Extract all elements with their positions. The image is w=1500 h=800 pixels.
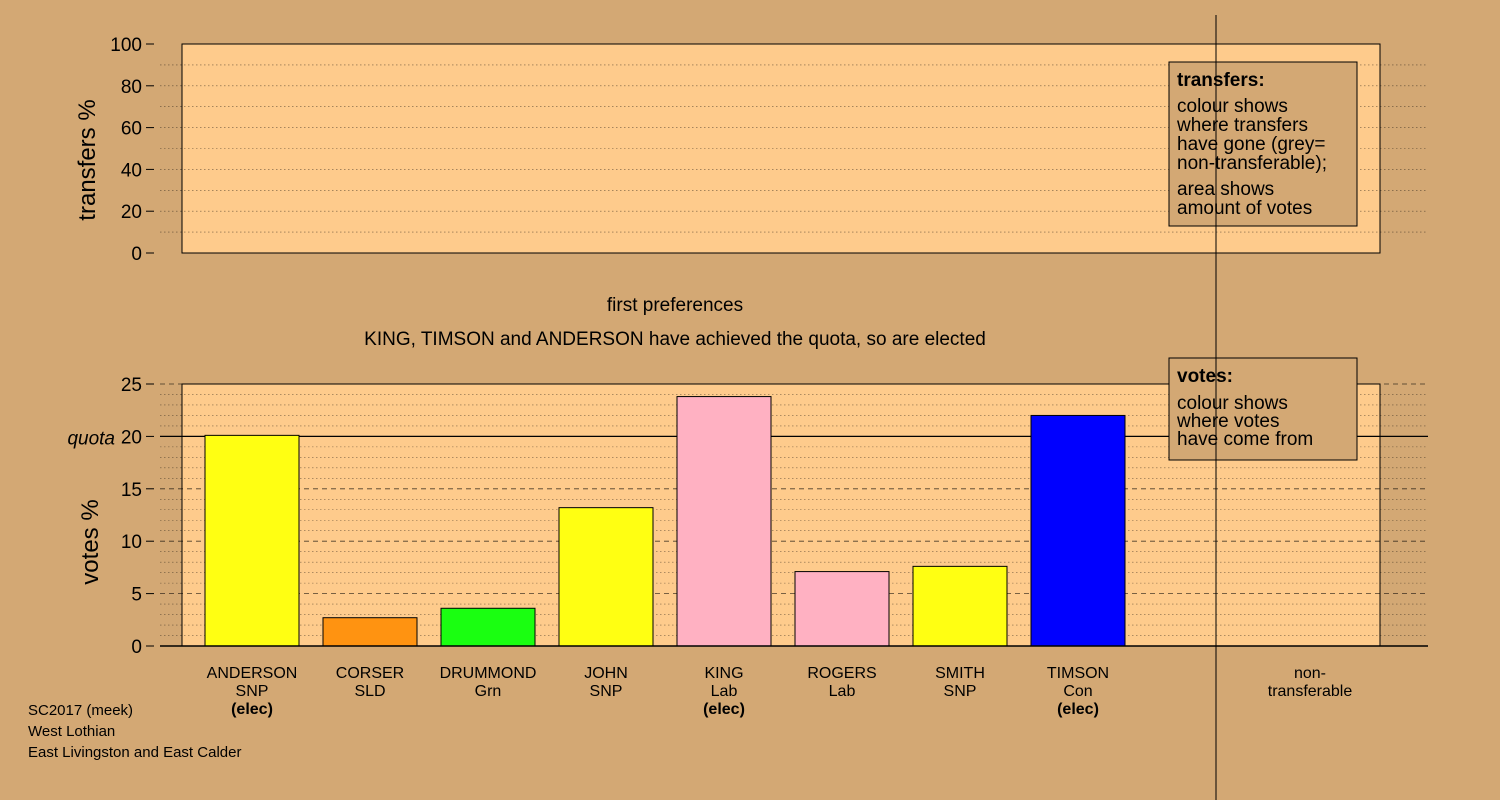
bar-smith — [912, 565, 1008, 647]
bar-rogers — [794, 571, 890, 647]
candidate-party: Lab — [711, 683, 738, 700]
candidate-party: SNP — [590, 683, 623, 700]
vote-bars — [160, 396, 1428, 647]
transfers-y-ticks: 0 20 40 60 80 100 — [110, 35, 154, 265]
votes-legend-box: votes: colour shows where votes have com… — [1168, 357, 1358, 461]
y-tick-label: 80 — [121, 77, 142, 98]
y-tick-label: 100 — [110, 35, 142, 56]
transfers-legend-line: area shows — [1177, 179, 1274, 200]
candidate-name: KING — [704, 665, 743, 682]
candidate-name: SMITH — [935, 665, 985, 682]
candidate-name: CORSER — [336, 665, 404, 682]
quota-label: quota — [67, 428, 115, 449]
bar-drummond — [440, 607, 536, 647]
transfers-legend-line: where transfers — [1176, 115, 1308, 136]
status-caption: KING, TIMSON and ANDERSON have achieved … — [364, 329, 986, 350]
y-tick-label: 0 — [131, 244, 142, 265]
candidate-labels: ANDERSONSNP(elec)CORSERSLDDRUMMONDGrnJOH… — [207, 665, 1109, 718]
candidate-party: Grn — [475, 683, 502, 700]
nontransferable-label: non- — [1294, 665, 1326, 682]
bar-anderson — [204, 434, 300, 647]
transfers-legend-title: transfers: — [1177, 70, 1265, 91]
y-tick-label: 5 — [131, 585, 142, 606]
candidate-party: Con — [1063, 683, 1092, 700]
footer-line: East Livingston and East Calder — [28, 744, 241, 761]
votes-legend-line: where votes — [1176, 411, 1279, 432]
candidate-name: JOHN — [584, 665, 628, 682]
candidate-name: ROGERS — [807, 665, 876, 682]
footer-line: SC2017 (meek) — [28, 702, 133, 719]
votes-legend-line: colour shows — [1177, 393, 1288, 414]
y-tick-label: 25 — [121, 375, 142, 396]
votes-legend-line: have come from — [1177, 429, 1313, 450]
nontransferable-label: transferable — [1268, 683, 1353, 700]
y-tick-label: 40 — [121, 160, 142, 181]
bar-king — [676, 396, 772, 647]
elected-marker: (elec) — [231, 701, 273, 718]
bar-corser — [322, 617, 418, 647]
bar-timson — [1030, 414, 1126, 647]
y-tick-label: 60 — [121, 119, 142, 140]
footer-line: West Lothian — [28, 723, 115, 740]
candidate-party: SNP — [944, 683, 977, 700]
bar-john — [558, 507, 654, 647]
y-tick-label: 15 — [121, 480, 142, 501]
candidate-party: Lab — [829, 683, 856, 700]
elected-marker: (elec) — [1057, 701, 1099, 718]
candidate-name: ANDERSON — [207, 665, 298, 682]
y-tick-label: 20 — [121, 202, 142, 223]
transfers-legend-line: non-transferable); — [1177, 153, 1327, 174]
candidate-party: SNP — [236, 683, 269, 700]
transfers-legend-line: amount of votes — [1177, 198, 1312, 219]
transfers-legend-frame — [1168, 61, 1358, 227]
candidate-name: DRUMMOND — [440, 665, 537, 682]
elected-marker: (elec) — [703, 701, 745, 718]
transfers-legend-box: transfers: colour shows where transfers … — [1168, 61, 1358, 227]
transfers-legend-line: colour shows — [1177, 96, 1288, 117]
y-tick-label: 10 — [121, 532, 142, 553]
votes-legend-title: votes: — [1177, 366, 1233, 387]
candidate-name: TIMSON — [1047, 665, 1109, 682]
candidate-party: SLD — [354, 683, 385, 700]
y-tick-label: 0 — [131, 637, 142, 658]
votes-y-ticks: 0 5 10 15 20 25 quota — [67, 375, 154, 658]
y-tick-label: 20 — [121, 427, 142, 448]
transfers-axis-label: transfers % — [74, 99, 101, 220]
transfers-legend-line: have gone (grey= — [1177, 134, 1325, 155]
stage-caption: first preferences — [607, 295, 743, 316]
votes-axis-label: votes % — [77, 499, 104, 584]
votes-legend-frame — [1168, 357, 1358, 461]
